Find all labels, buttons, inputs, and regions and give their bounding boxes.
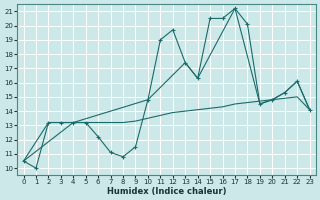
X-axis label: Humidex (Indice chaleur): Humidex (Indice chaleur) [107,187,226,196]
